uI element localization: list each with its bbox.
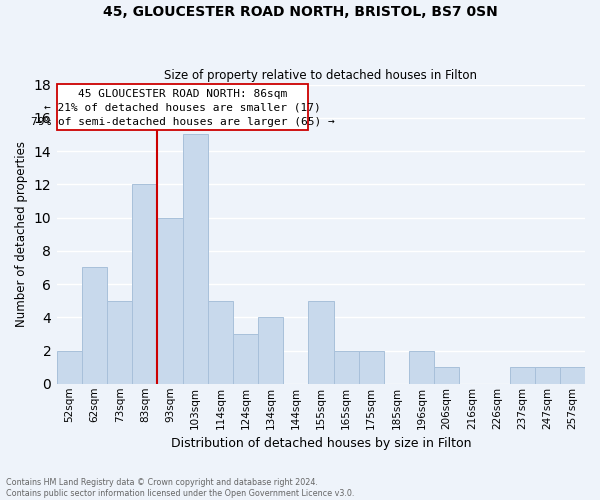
- Text: 45, GLOUCESTER ROAD NORTH, BRISTOL, BS7 0SN: 45, GLOUCESTER ROAD NORTH, BRISTOL, BS7 …: [103, 5, 497, 19]
- Bar: [434, 367, 459, 384]
- Bar: [258, 318, 283, 384]
- FancyBboxPatch shape: [58, 84, 308, 130]
- Bar: [182, 134, 208, 384]
- Bar: [334, 350, 359, 384]
- Bar: [208, 300, 233, 384]
- Title: Size of property relative to detached houses in Filton: Size of property relative to detached ho…: [164, 69, 478, 82]
- Bar: [233, 334, 258, 384]
- Bar: [359, 350, 384, 384]
- X-axis label: Distribution of detached houses by size in Filton: Distribution of detached houses by size …: [170, 437, 471, 450]
- Bar: [157, 218, 182, 384]
- Text: 79% of semi-detached houses are larger (65) →: 79% of semi-detached houses are larger (…: [31, 117, 335, 127]
- Bar: [133, 184, 157, 384]
- Y-axis label: Number of detached properties: Number of detached properties: [15, 141, 28, 327]
- Text: 45 GLOUCESTER ROAD NORTH: 86sqm: 45 GLOUCESTER ROAD NORTH: 86sqm: [78, 88, 287, 99]
- Bar: [409, 350, 434, 384]
- Bar: [57, 350, 82, 384]
- Bar: [107, 300, 133, 384]
- Bar: [308, 300, 334, 384]
- Bar: [82, 268, 107, 384]
- Bar: [560, 367, 585, 384]
- Bar: [535, 367, 560, 384]
- Text: Contains HM Land Registry data © Crown copyright and database right 2024.
Contai: Contains HM Land Registry data © Crown c…: [6, 478, 355, 498]
- Text: ← 21% of detached houses are smaller (17): ← 21% of detached houses are smaller (17…: [44, 103, 321, 113]
- Bar: [509, 367, 535, 384]
